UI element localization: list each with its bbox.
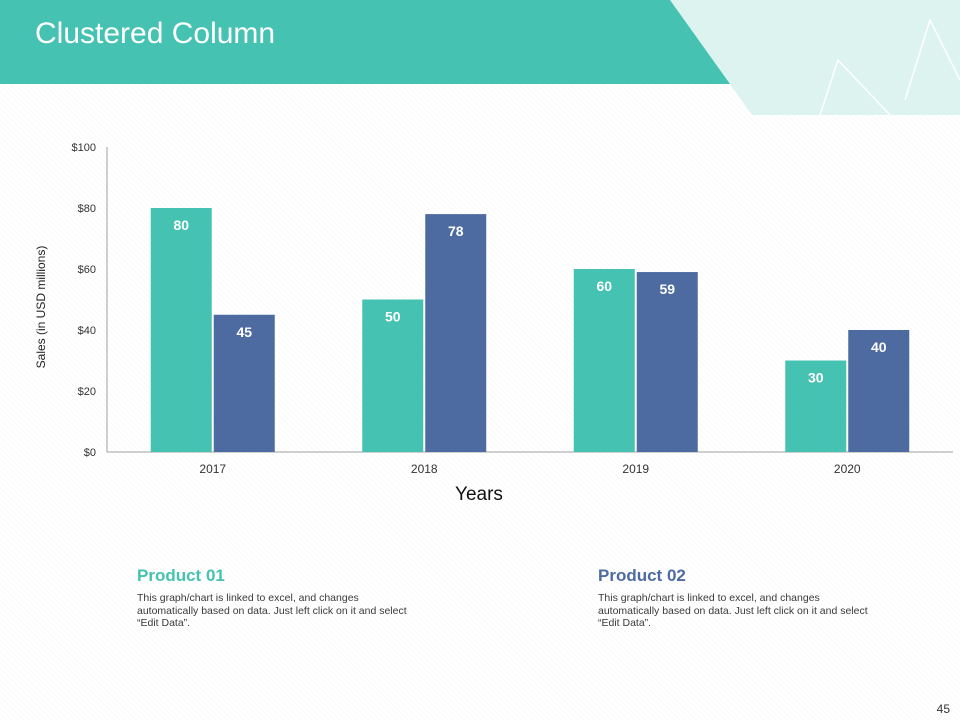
x-tick-labels: 2017 2018 2019 2020 <box>199 462 861 476</box>
data-label: 59 <box>659 281 675 297</box>
bar-series-1-2017 <box>150 208 212 452</box>
data-label: 50 <box>385 309 401 325</box>
bars <box>150 208 910 452</box>
data-labels: 80 45 50 78 60 59 30 40 <box>173 217 886 386</box>
x-axis-label: Years <box>455 484 503 505</box>
title-banner <box>0 0 730 84</box>
product-01-block: Product 01 This graph/chart is linked to… <box>137 566 407 630</box>
y-tick-labels: $0 $20 $40 $60 $80 $100 <box>72 142 96 459</box>
y-tick-label: $60 <box>78 264 96 276</box>
bar-series-1-2018 <box>362 299 424 452</box>
y-tick-label: $40 <box>78 325 96 337</box>
product-02-title: Product 02 <box>598 566 686 585</box>
x-tick-label: 2018 <box>411 462 438 476</box>
bar-series-2-2017 <box>213 314 275 452</box>
x-tick-label: 2017 <box>199 462 226 476</box>
decor-triangle-outline-2 <box>904 18 960 101</box>
clustered-column-chart: Sales (in USD millions) Years $0 $20 $40 $6… <box>34 142 953 505</box>
bar-series-1-2020 <box>785 360 847 452</box>
data-label: 45 <box>236 324 252 340</box>
product-02-block: Product 02 This graph/chart is linked to… <box>598 566 868 630</box>
product-01-title: Product 01 <box>137 566 225 585</box>
product-01-description: This graph/chart is linked to excel, and… <box>137 592 407 629</box>
slide-title: Clustered Column <box>35 17 276 50</box>
data-label: 80 <box>173 217 189 233</box>
header-decoration <box>0 0 960 115</box>
data-label: 60 <box>596 278 612 294</box>
x-tick-label: 2019 <box>622 462 649 476</box>
data-label: 78 <box>448 223 464 239</box>
bar-series-2-2020 <box>848 330 910 452</box>
bar-series-2-2019 <box>636 272 698 452</box>
bar-series-2-2018 <box>425 214 487 452</box>
y-tick-label: $20 <box>78 386 96 398</box>
y-tick-label: $80 <box>78 203 96 215</box>
page-number: 45 <box>936 702 950 716</box>
bar-series-1-2019 <box>573 269 635 452</box>
y-axis-label: Sales (in USD millions) <box>34 246 48 369</box>
data-label: 30 <box>808 370 824 386</box>
y-tick-label: $100 <box>72 142 96 154</box>
y-tick-label: $0 <box>84 447 96 459</box>
product-02-description: This graph/chart is linked to excel, and… <box>598 592 868 629</box>
decor-light-panel <box>670 0 960 115</box>
x-tick-label: 2020 <box>834 462 861 476</box>
decor-triangle-outline <box>819 58 891 115</box>
data-label: 40 <box>871 339 887 355</box>
